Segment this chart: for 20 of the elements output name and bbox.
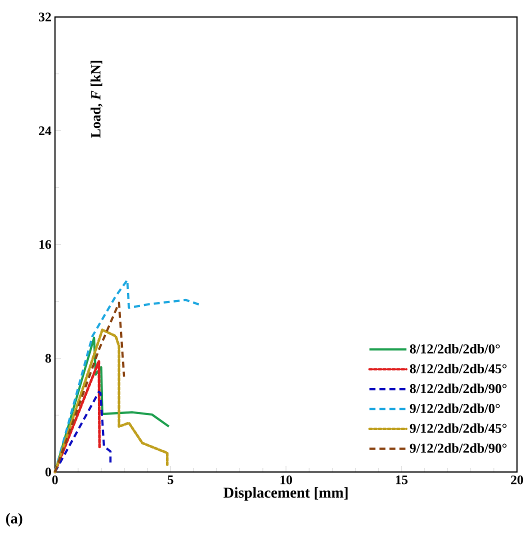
legend-label: 9/12/2db/2db/45° (410, 423, 507, 433)
y-tick-label: 0 (45, 468, 51, 476)
y-tick-label: 32 (38, 12, 51, 22)
y-tick-label: 8 (45, 354, 52, 363)
text: (a) (6, 512, 22, 527)
legend-label: 8/12/2db/2db/90° (410, 384, 507, 394)
legend-label: 9/12/2db/2db/0° (410, 404, 500, 414)
x-tick-label: 20 (511, 476, 524, 484)
x-tick-label: 0 (52, 476, 58, 484)
line-series (54, 302, 126, 474)
y-tick-label: 24 (39, 126, 52, 136)
y-axis-title: Load, F [kN] (90, 60, 103, 138)
legend-label: 8/12/2db/2db/0° (410, 344, 500, 354)
legend-label: 8/12/2db/2db/45° (410, 364, 507, 374)
x-tick-label: 15 (396, 476, 408, 484)
y-tick-label: 16 (40, 240, 52, 249)
x-axis-title: Displacement [mm] (224, 487, 348, 501)
x-tick-label: 5 (168, 476, 174, 484)
legend-label: 9/12/2db/2db/90° (410, 443, 507, 453)
x-tick-label: 10 (280, 476, 292, 484)
